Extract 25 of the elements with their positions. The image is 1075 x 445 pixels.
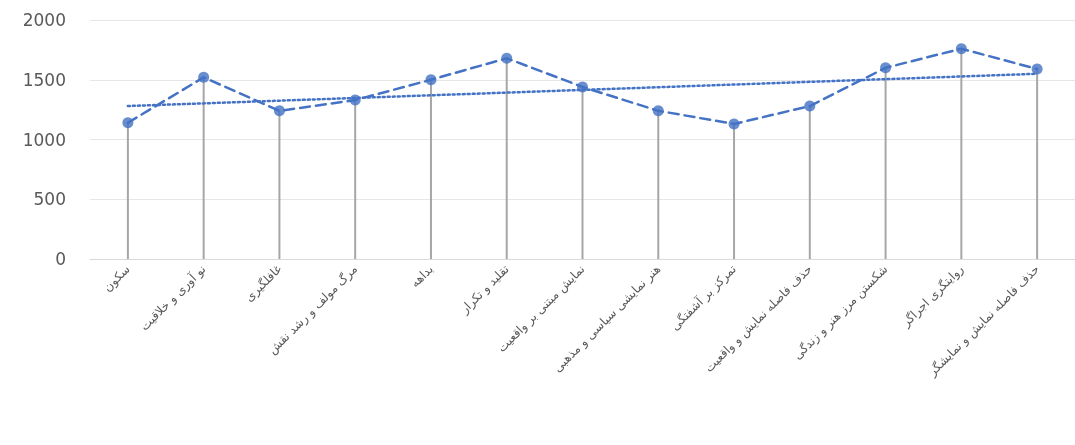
- x-tick-label: روایتگری اجراگر: [898, 261, 968, 331]
- point: [198, 71, 210, 83]
- y-tick-label: 1500: [22, 69, 66, 90]
- x-tick-label: سکون: [100, 262, 134, 296]
- point: [501, 52, 513, 64]
- y-tick-label: 1000: [22, 129, 66, 150]
- point: [273, 105, 285, 117]
- point: [728, 118, 740, 130]
- point: [425, 74, 437, 86]
- x-tick-label: نو آوری و خلاقیت: [136, 261, 210, 334]
- x-tick-label: تقلید و تکرار: [456, 262, 513, 318]
- y-tick-label: 500: [33, 189, 66, 210]
- point: [349, 94, 361, 106]
- x-tick-label: غافلگیری: [242, 262, 286, 306]
- point: [955, 43, 967, 55]
- point: [804, 100, 816, 112]
- x-tick-label: تمرکز بر آشفتگی: [667, 261, 740, 334]
- point: [122, 117, 134, 129]
- y-tick-label: 2000: [22, 10, 66, 30]
- point: [880, 62, 892, 74]
- point: [652, 105, 664, 117]
- y-tick-label: 0: [55, 249, 66, 269]
- point: [577, 81, 588, 93]
- x-tick-label: بداهه: [407, 262, 436, 291]
- point: [1031, 63, 1043, 75]
